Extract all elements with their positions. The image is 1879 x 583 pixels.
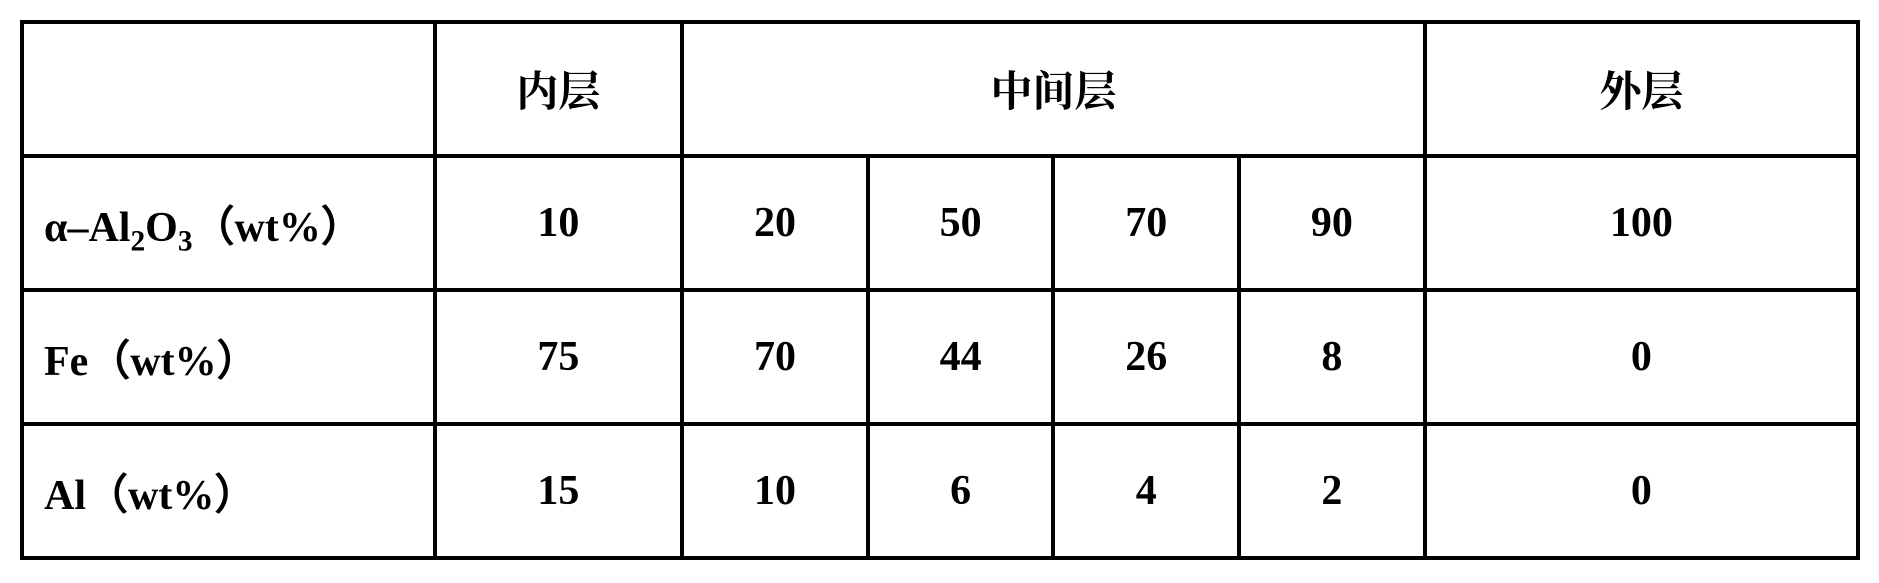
header-blank: [22, 22, 435, 156]
cell-value: 70: [682, 290, 868, 424]
cell-value: 4: [1053, 424, 1239, 558]
cell-value: 26: [1053, 290, 1239, 424]
header-middle: 中间层: [682, 22, 1425, 156]
label-text: Al（wt%）: [44, 473, 256, 519]
cell-value: 44: [868, 290, 1054, 424]
header-outer: 外层: [1425, 22, 1858, 156]
table-row: Fe（wt%） 75 70 44 26 8 0: [22, 290, 1858, 424]
table-header-row: 内层 中间层 外层: [22, 22, 1858, 156]
cell-value: 0: [1425, 290, 1858, 424]
cell-value: 2: [1239, 424, 1425, 558]
cell-value: 50: [868, 156, 1054, 290]
cell-value: 70: [1053, 156, 1239, 290]
cell-value: 8: [1239, 290, 1425, 424]
composition-table: 内层 中间层 外层 α–Al2O3（wt%） 10 20 50 70 90 10…: [20, 20, 1860, 560]
cell-value: 20: [682, 156, 868, 290]
row-label-al: Al（wt%）: [22, 424, 435, 558]
label-sub: 3: [178, 225, 193, 257]
label-text: （wt%）: [193, 205, 363, 251]
cell-value: 75: [435, 290, 683, 424]
cell-value: 0: [1425, 424, 1858, 558]
label-text: Fe（wt%）: [44, 339, 259, 385]
cell-value: 100: [1425, 156, 1858, 290]
row-label-al2o3: α–Al2O3（wt%）: [22, 156, 435, 290]
cell-value: 15: [435, 424, 683, 558]
row-label-fe: Fe（wt%）: [22, 290, 435, 424]
table-row: α–Al2O3（wt%） 10 20 50 70 90 100: [22, 156, 1858, 290]
header-inner: 内层: [435, 22, 683, 156]
cell-value: 90: [1239, 156, 1425, 290]
cell-value: 10: [435, 156, 683, 290]
label-sub: 2: [130, 225, 145, 257]
label-text: α–Al: [44, 205, 130, 251]
table-row: Al（wt%） 15 10 6 4 2 0: [22, 424, 1858, 558]
label-text: O: [145, 205, 178, 251]
cell-value: 6: [868, 424, 1054, 558]
cell-value: 10: [682, 424, 868, 558]
